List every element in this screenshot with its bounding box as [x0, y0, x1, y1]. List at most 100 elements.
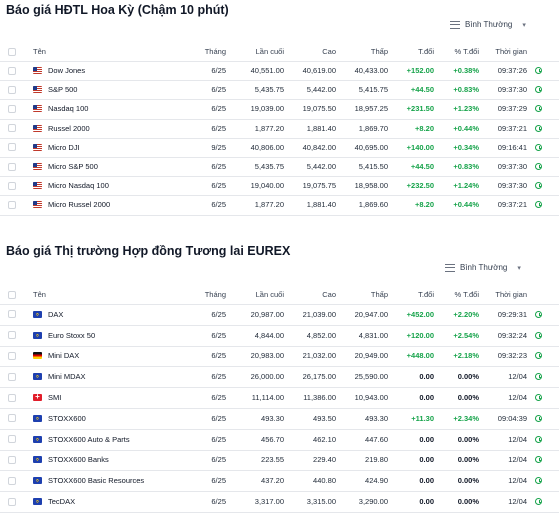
high-price: 40,619.00: [302, 66, 336, 76]
column-header-last[interactable]: Lần cuối: [255, 47, 284, 56]
table-row[interactable]: STOXX600 Basic Resources 6/25 437.20 440.80…: [0, 470, 559, 493]
table-row[interactable]: Nasdaq 100 6/25 19,039.00 19,075.50 18,957.2…: [0, 99, 559, 120]
clock-icon: [535, 435, 542, 443]
row-checkbox[interactable]: [8, 393, 16, 402]
column-header-month[interactable]: Tháng: [204, 47, 226, 56]
instrument-name[interactable]: Micro Russel 2000: [48, 200, 111, 210]
instrument-name[interactable]: STOXX600 Basic Resources: [48, 476, 145, 486]
table-row[interactable]: Mini DAX 6/25 20,983.00 21,032.00 20,949.00 +…: [0, 346, 559, 368]
instrument-name[interactable]: STOXX600 Banks: [48, 455, 109, 465]
column-header-pct[interactable]: % T.đổi: [454, 290, 479, 299]
high-price: 1,881.40: [306, 200, 336, 210]
instrument-name[interactable]: Nasdaq 100: [48, 104, 89, 114]
select-all-checkbox[interactable]: [8, 290, 16, 299]
table-row[interactable]: Russel 2000 6/25 1,877.20 1,881.40 1,869.70 +…: [0, 119, 559, 139]
row-checkbox[interactable]: [8, 310, 16, 319]
update-time: 09:37:21: [497, 123, 527, 133]
table-row[interactable]: Micro S&P 500 6/25 5,435.75 5,442.00 5,415.5…: [0, 157, 559, 178]
row-checkbox[interactable]: [8, 351, 16, 360]
update-time: 09:32:23: [497, 351, 527, 361]
instrument-name[interactable]: TecDAX: [48, 497, 76, 507]
column-header-high[interactable]: Cao: [322, 290, 336, 299]
table-row[interactable]: S&P 500 6/25 5,435.75 5,442.00 5,415.75 +44.5…: [0, 80, 559, 101]
low-price: 18,957.25: [354, 104, 388, 114]
row-checkbox[interactable]: [8, 143, 16, 152]
last-price: 223.55: [261, 455, 284, 465]
table-row[interactable]: STOXX600 6/25 493.30 493.50 493.30 +11.30 +2.3…: [0, 408, 559, 430]
instrument-name[interactable]: Micro Nasdaq 100: [48, 181, 109, 191]
instrument-name-cell: Euro Stoxx 50: [33, 325, 95, 346]
table-row[interactable]: SMI 6/25 11,114.00 11,386.00 10,943.00 0.00 0.…: [0, 387, 559, 409]
table-row[interactable]: Euro Stoxx 50 6/25 4,844.00 4,852.00 4,831.0…: [0, 325, 559, 347]
column-header-pct[interactable]: % T.đổi: [454, 47, 479, 56]
instrument-name[interactable]: Dow Jones: [48, 66, 86, 76]
row-checkbox[interactable]: [8, 200, 16, 209]
table-row[interactable]: Micro Russel 2000 6/25 1,877.20 1,881.40 1,8…: [0, 195, 559, 216]
contract-month: 6/25: [211, 200, 226, 210]
price-change: +140.00: [406, 142, 434, 152]
instrument-name[interactable]: Russel 2000: [48, 123, 90, 133]
instrument-name[interactable]: Micro DJI: [48, 142, 80, 152]
update-time: 09:29:31: [497, 309, 527, 319]
column-header-low[interactable]: Thấp: [370, 47, 388, 56]
table-row[interactable]: DAX 6/25 20,987.00 21,039.00 20,947.00 +452.0…: [0, 304, 559, 326]
table-row[interactable]: STOXX600 Banks 6/25 223.55 229.40 219.80 0.00…: [0, 450, 559, 472]
instrument-name[interactable]: DAX: [48, 309, 64, 319]
row-checkbox[interactable]: [8, 372, 16, 381]
table-row[interactable]: Micro Nasdaq 100 6/25 19,040.00 19,075.75 18…: [0, 176, 559, 197]
column-header-name[interactable]: Tên: [33, 290, 46, 299]
instrument-name[interactable]: STOXX600 Auto & Parts: [48, 434, 130, 444]
row-checkbox[interactable]: [8, 181, 16, 190]
column-header-change[interactable]: T.đổi: [418, 290, 434, 299]
high-price: 19,075.50: [302, 104, 336, 114]
row-checkbox[interactable]: [8, 124, 16, 133]
row-checkbox[interactable]: [8, 104, 16, 113]
eurex-view-select[interactable]: Bình Thường ▾: [445, 263, 521, 272]
column-header-time[interactable]: Thời gian: [495, 47, 527, 56]
row-checkbox[interactable]: [8, 66, 16, 75]
last-price: 26,000.00: [250, 372, 284, 382]
row-checkbox[interactable]: [8, 331, 16, 340]
update-time: 09:37:21: [497, 200, 527, 210]
instrument-name[interactable]: SMI: [48, 393, 62, 403]
high-price: 5,442.00: [306, 85, 336, 95]
column-header-low[interactable]: Thấp: [370, 290, 388, 299]
table-row[interactable]: TecDAX 6/25 3,317.00 3,315.00 3,290.00 0.00 0.…: [0, 491, 559, 513]
row-checkbox[interactable]: [8, 85, 16, 94]
table-row[interactable]: Mini MDAX 6/25 26,000.00 26,175.00 25,590.00…: [0, 366, 559, 389]
instrument-name[interactable]: S&P 500: [48, 85, 78, 95]
column-header-change[interactable]: T.đổi: [418, 47, 434, 56]
instrument-name[interactable]: Micro S&P 500: [48, 162, 98, 172]
percent-change: +2.34%: [453, 413, 479, 423]
column-header-last[interactable]: Lần cuối: [255, 290, 284, 299]
table-row[interactable]: STOXX600 Auto & Parts 6/25 456.70 462.10 447…: [0, 429, 559, 451]
row-checkbox[interactable]: [8, 497, 16, 506]
high-price: 11,386.00: [303, 393, 336, 403]
instrument-name[interactable]: Mini MDAX: [48, 372, 86, 382]
clock-icon: [535, 373, 542, 381]
us-view-select[interactable]: Bình Thường ▾: [450, 20, 526, 29]
row-checkbox[interactable]: [8, 414, 16, 423]
row-checkbox[interactable]: [8, 162, 16, 171]
instrument-name[interactable]: Mini DAX: [48, 351, 80, 361]
last-price: 1,877.20: [254, 123, 284, 133]
contract-month: 6/25: [211, 476, 226, 486]
row-checkbox[interactable]: [8, 435, 16, 444]
column-header-name[interactable]: Tên: [33, 47, 46, 56]
select-all-checkbox[interactable]: [8, 47, 16, 56]
price-change: 0.00: [419, 393, 434, 403]
row-checkbox[interactable]: [8, 476, 16, 485]
table-row[interactable]: Micro DJI 9/25 40,806.00 40,842.00 40,695.00…: [0, 138, 559, 158]
high-price: 19,075.75: [302, 181, 336, 191]
instrument-name[interactable]: Euro Stoxx 50: [48, 330, 96, 340]
table-row[interactable]: Dow Jones 6/25 40,551.00 40,619.00 40,433.00…: [0, 61, 559, 82]
clock-icon: [535, 394, 542, 402]
column-header-time[interactable]: Thời gian: [495, 290, 527, 299]
instrument-name[interactable]: STOXX600: [48, 413, 86, 423]
column-header-high[interactable]: Cao: [322, 47, 336, 56]
row-checkbox[interactable]: [8, 455, 16, 464]
column-header-month[interactable]: Tháng: [204, 290, 226, 299]
flag-us-icon: [33, 86, 42, 94]
eurex-futures-section: Báo giá Thị trường Hợp đồng Tương lai EU…: [0, 230, 559, 513]
contract-month: 6/25: [211, 372, 226, 382]
